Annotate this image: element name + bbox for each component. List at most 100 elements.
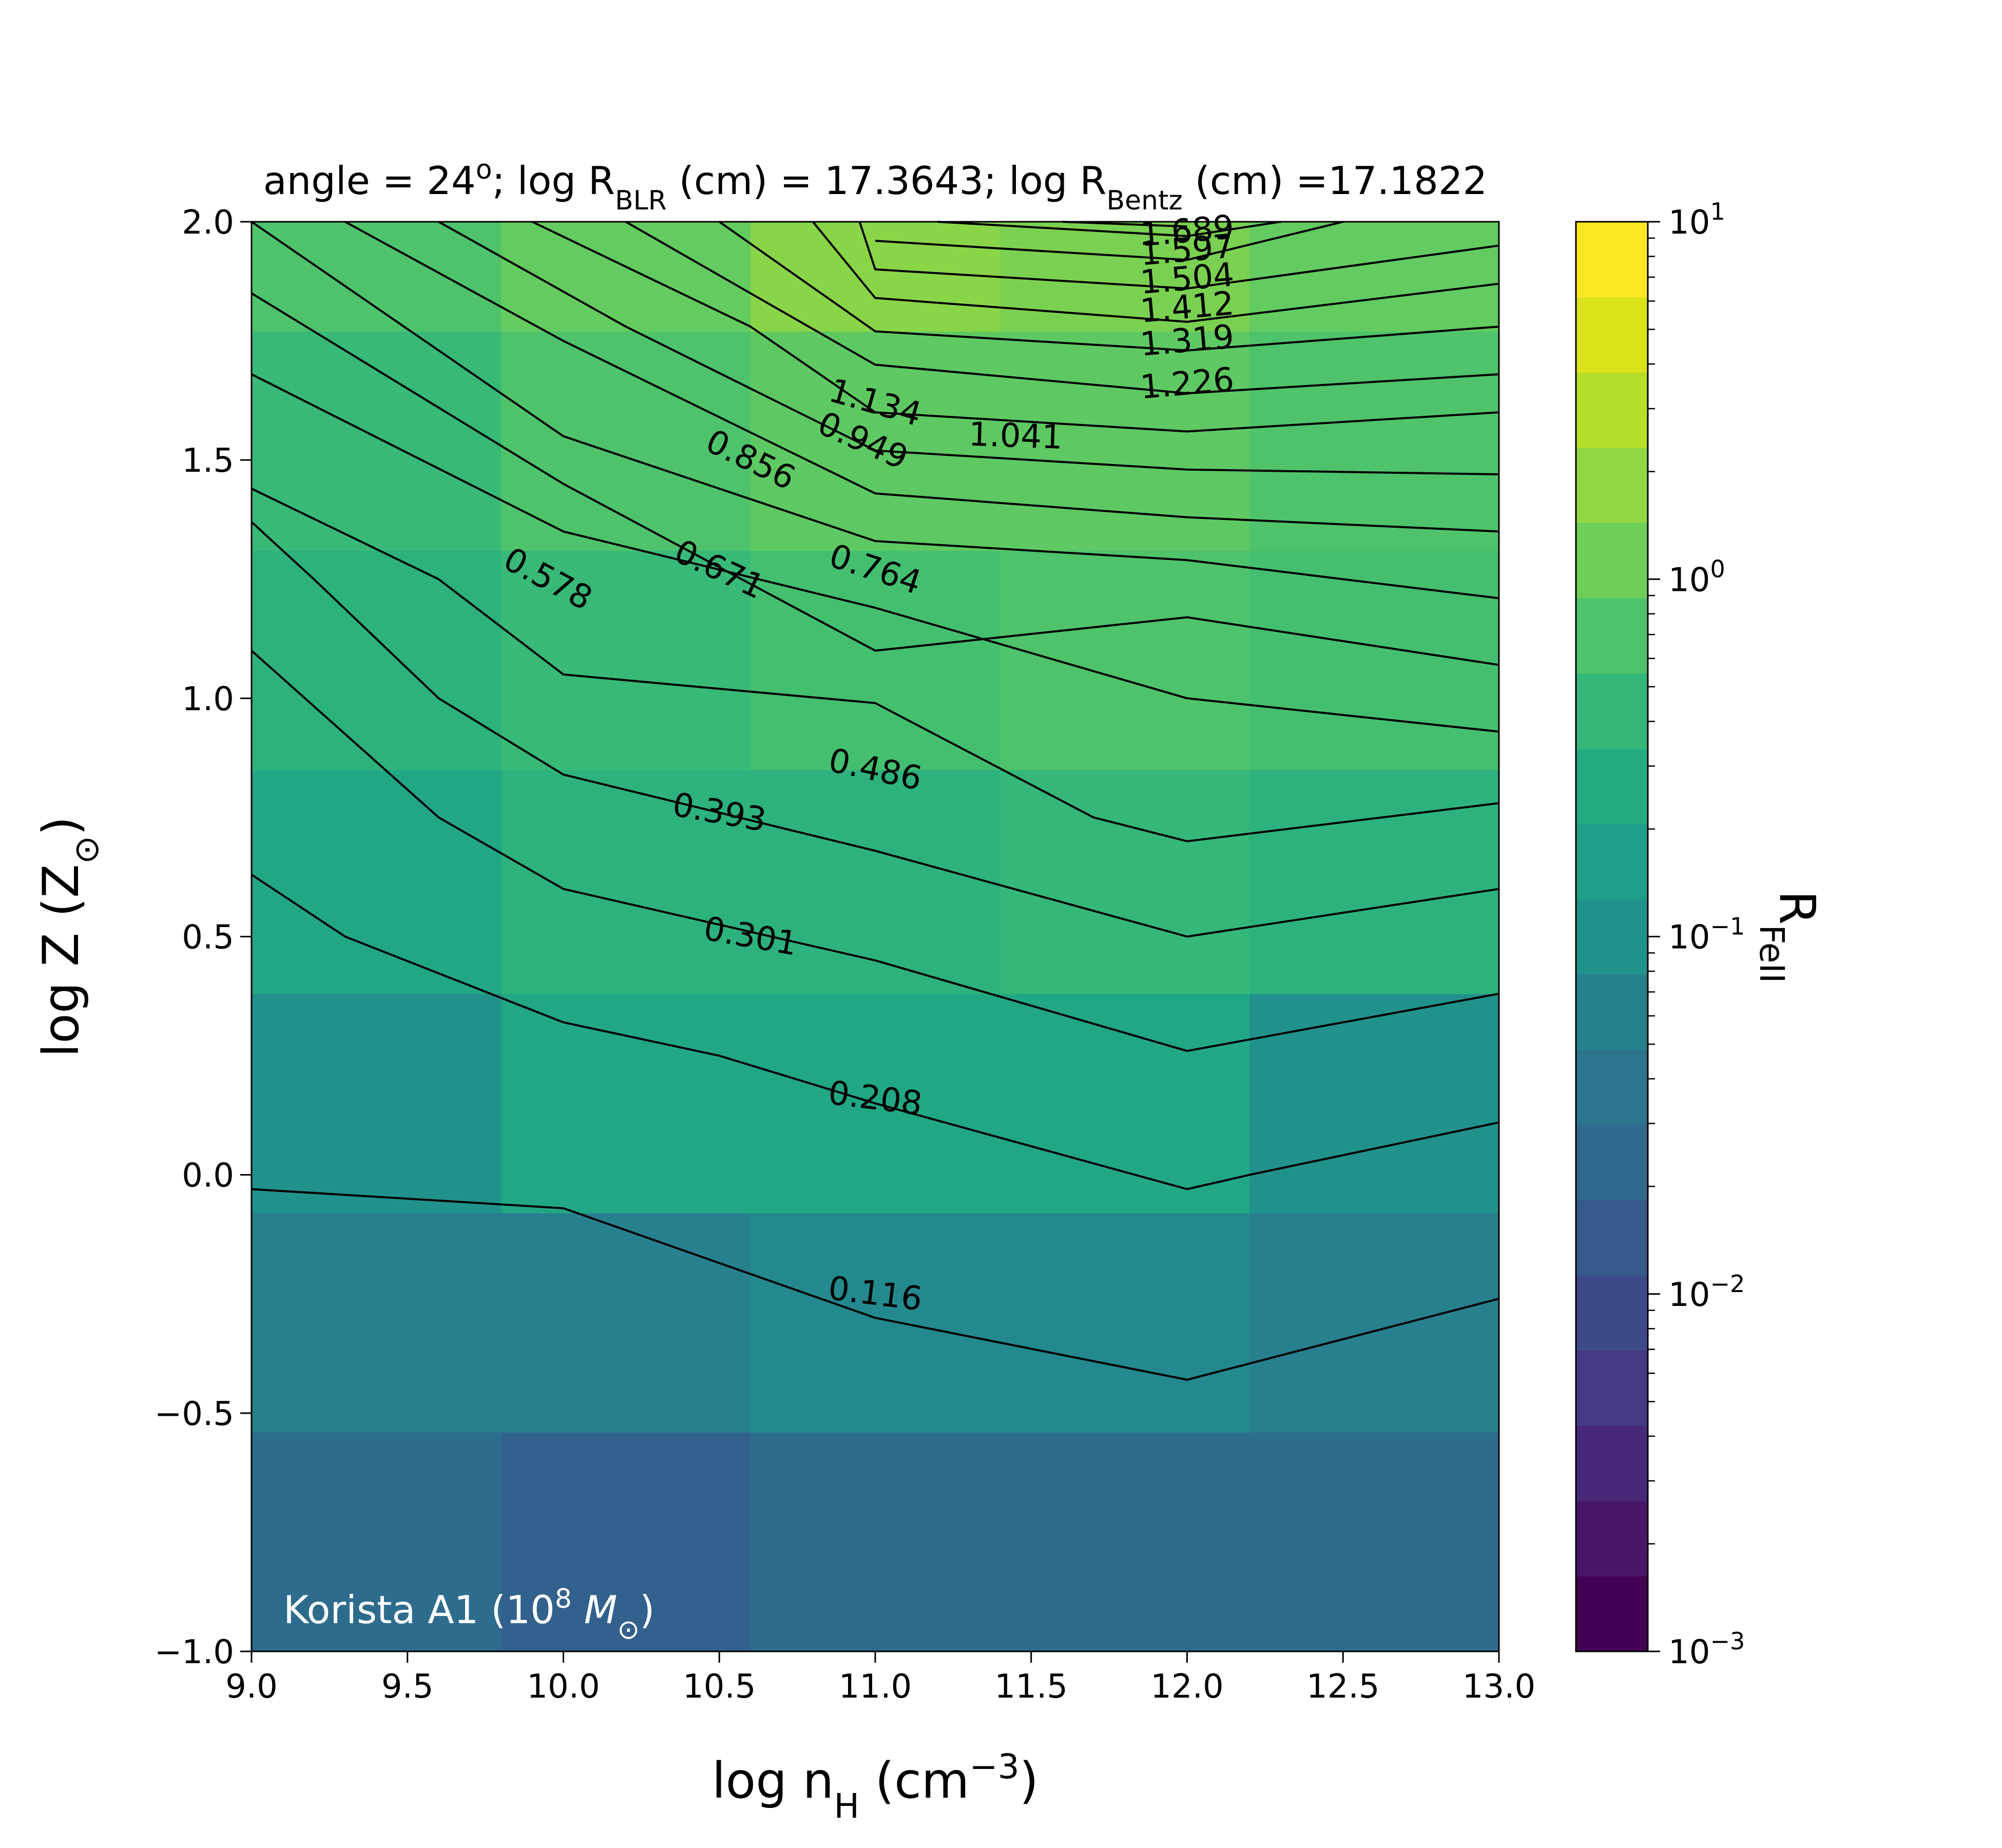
heatmap-cell	[252, 222, 502, 332]
contour-label: 1.597	[1139, 227, 1236, 274]
heatmap-cell	[1249, 222, 1499, 332]
heatmap-cell	[501, 769, 751, 994]
heatmap-cell	[1000, 1432, 1250, 1652]
heatmap-cell	[252, 1212, 502, 1433]
model-annotation: Korista A1 (108 M⊙)	[283, 1584, 654, 1645]
y-tick-label: 1.0	[182, 680, 234, 718]
y-tick-label: 0.5	[182, 919, 234, 957]
colorbar-band	[1576, 1576, 1648, 1652]
colorbar-band	[1576, 823, 1648, 899]
heatmap-cell	[252, 993, 502, 1214]
contour-label: 1.504	[1139, 256, 1236, 302]
x-tick-label: 12.5	[1306, 1668, 1380, 1706]
heatmap-cell	[750, 769, 1000, 994]
contour-line	[858, 221, 1499, 290]
contour-label: 1.041	[968, 416, 1064, 457]
contour-lines	[251, 221, 1499, 1381]
colorbar: 10−3 10−2 10−1 100 101	[1575, 198, 1745, 1671]
colorbar-band	[1576, 372, 1648, 448]
y-tick-label: 2.0	[182, 204, 234, 242]
heatmap-cell	[1249, 1212, 1499, 1433]
heatmap-cell	[252, 331, 502, 551]
heatmap-cell	[252, 769, 502, 994]
contour-line	[625, 221, 1499, 395]
contour-label: 1.319	[1139, 318, 1236, 364]
x-tick-label: 9.5	[381, 1668, 434, 1706]
colorbar-band	[1576, 748, 1648, 824]
colorbar-band	[1576, 1049, 1648, 1125]
heatmap-cell	[750, 1212, 1000, 1433]
contour-line	[251, 373, 1499, 733]
contour-line	[251, 650, 1499, 1052]
colorbar-tick-label: 10−1	[1668, 913, 1745, 957]
y-tick-label: −1.0	[155, 1633, 234, 1671]
y-axis-label: log Z (Z⊙)	[32, 816, 106, 1057]
heatmap-cell	[501, 993, 751, 1214]
contour-line	[251, 874, 1499, 1190]
heatmap-cell	[1000, 1212, 1250, 1433]
contour-line	[251, 521, 1499, 938]
colorbar-band	[1576, 1426, 1648, 1502]
x-axis-label: log nH (cm−3)	[712, 1747, 1038, 1826]
heatmap-cells	[252, 222, 1499, 1652]
contour-line	[812, 221, 1499, 323]
colorbar-band	[1576, 447, 1648, 523]
colorbar-band	[1576, 1124, 1648, 1201]
x-tick-label: 11.0	[839, 1668, 912, 1706]
contour-line	[251, 221, 1499, 600]
contour-line	[1062, 221, 1187, 228]
contour-line	[251, 488, 1499, 842]
colorbar-band	[1576, 899, 1648, 975]
colorbar-tick-label: 10−2	[1668, 1270, 1745, 1314]
heatmap-cell	[501, 222, 751, 332]
colorbar-band	[1576, 523, 1648, 599]
contour-line	[719, 221, 1499, 352]
x-tick-label: 9.0	[225, 1668, 278, 1706]
y-tick-label: −0.5	[155, 1395, 234, 1433]
colorbar-band	[1576, 673, 1648, 749]
x-tick-label: 10.0	[527, 1668, 600, 1706]
chart-title: angle = 24o; log RBLR (cm) = 17.3643; lo…	[263, 155, 1488, 216]
colorbar-label: RFeII	[1753, 891, 1826, 984]
contour-line	[251, 292, 1499, 666]
heatmap-cell	[1000, 993, 1250, 1214]
colorbar-tick-label: 10−3	[1668, 1627, 1745, 1671]
heatmap-cell	[1249, 769, 1499, 994]
heatmap-cell	[501, 550, 751, 771]
x-tick-label: 10.5	[683, 1668, 756, 1706]
heatmap-cell	[501, 1432, 751, 1652]
contour-label: 1.226	[1139, 361, 1236, 407]
contour-line	[531, 221, 1499, 433]
y-axis: −1.0 −0.5 0.0 0.5 1.0 1.5 2.0	[155, 204, 252, 1671]
x-axis: 9.0 9.5 10.0 10.5 11.0 11.5 12.0 12.5 13.0	[225, 1651, 1535, 1706]
heatmap-cell	[252, 550, 502, 771]
colorbar-band	[1576, 1275, 1648, 1351]
contour-label: 1.689	[1139, 208, 1236, 255]
colorbar-band	[1576, 1350, 1648, 1426]
y-tick-label: 0.0	[182, 1157, 234, 1195]
heatmap-cell	[501, 1212, 751, 1433]
x-tick-label: 13.0	[1462, 1668, 1536, 1706]
heatmap-cell	[1249, 331, 1499, 551]
colorbar-band	[1576, 222, 1648, 298]
heatmap-cell	[750, 1432, 1000, 1652]
heatmap-cell	[1000, 550, 1250, 771]
contour-line	[344, 221, 1499, 533]
x-tick-label: 11.5	[995, 1668, 1068, 1706]
contour-label: 1.412	[1139, 284, 1236, 331]
colorbar-band	[1576, 1200, 1648, 1276]
contour-line	[438, 221, 1499, 475]
colorbar-band	[1576, 297, 1648, 373]
heatmap-cell	[1000, 222, 1250, 332]
heatmap-cell	[1249, 993, 1499, 1214]
heatmap-cell	[1000, 331, 1250, 551]
colorbar-band	[1576, 598, 1648, 674]
heatmap-cell	[1249, 550, 1499, 771]
contour-line	[251, 1188, 1499, 1381]
colorbar-band	[1576, 1500, 1648, 1577]
heatmap-cell	[1249, 1432, 1499, 1652]
colorbar-tick-label: 100	[1668, 555, 1725, 599]
heatmap-cell	[750, 331, 1000, 551]
heatmap-cell	[1000, 769, 1250, 994]
